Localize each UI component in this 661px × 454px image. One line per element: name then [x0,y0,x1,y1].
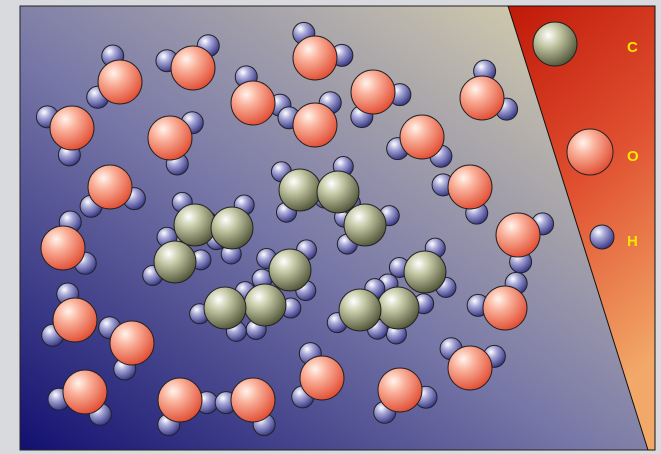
carbon-atom [268,248,312,292]
legend-label: C [627,39,638,56]
oxygen-atom [62,369,108,415]
oxygen-atom [399,114,445,160]
oxygen-atom [459,75,505,121]
oxygen-atom [482,285,528,331]
carbon-atom [316,170,360,214]
carbon-atom [153,240,197,284]
legend-label: H [627,233,638,250]
oxygen-atom [292,35,338,81]
carbon-atom [203,286,247,330]
oxygen-atom [157,377,203,423]
carbon-atom [376,286,420,330]
carbon-atom [343,203,387,247]
carbon-atom [173,203,217,247]
oxygen-atom [40,225,86,271]
carbon-atom [338,288,382,332]
oxygen-atom [447,345,493,391]
carbon-atom [403,250,447,294]
oxygen-atom [299,355,345,401]
legend-panel [507,5,656,451]
legend-label: O [627,148,639,165]
oxygen-atom [495,212,541,258]
oxygen-atom [377,367,423,413]
oxygen-atom [147,115,193,161]
oxygen-atom [447,164,493,210]
molecules [35,21,555,437]
oxygen-atom [350,69,396,115]
legend-carbon [532,21,578,67]
oxygen-atom [49,105,95,151]
oxygen-atom [170,45,216,91]
oxygen-atom [230,80,276,126]
carbon-atom [210,206,254,250]
oxygen-atom [109,320,155,366]
oxygen-atom [97,59,143,105]
oxygen-atom [87,164,133,210]
carbon-atom [243,283,287,327]
oxygen-atom [292,102,338,148]
legend-hydrogen [589,224,615,250]
carbon-atom [278,168,322,212]
oxygen-atom [230,377,276,423]
legend-oxygen [566,128,614,176]
oxygen-atom [52,297,98,343]
